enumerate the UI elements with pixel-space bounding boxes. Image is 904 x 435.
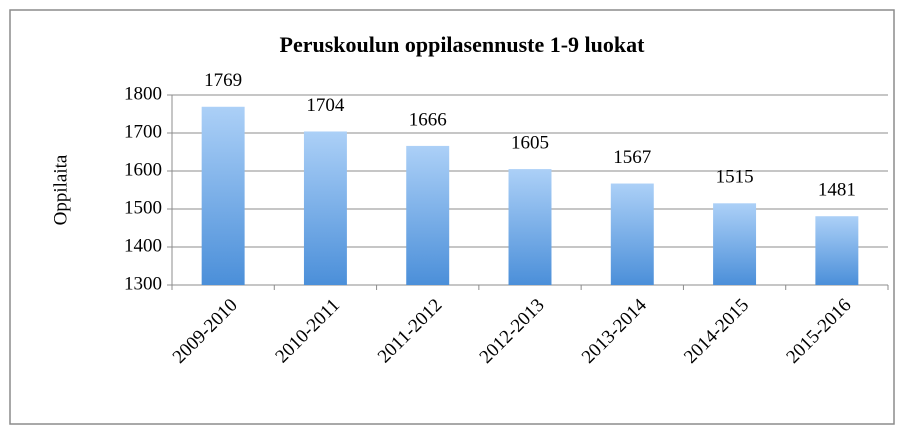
bar: [406, 145, 450, 285]
data-label: 1666: [409, 109, 447, 130]
bar: [713, 203, 757, 285]
y-axis-label: Oppilaita: [50, 154, 71, 225]
bar: [508, 169, 552, 285]
y-tick-label: 1700: [124, 121, 162, 142]
data-label: 1481: [818, 180, 856, 201]
y-tick-label: 1300: [124, 273, 162, 294]
bar: [610, 183, 654, 285]
chart-title: Peruskoulun oppilasennuste 1-9 luokat: [280, 32, 646, 57]
data-label: 1515: [716, 167, 754, 188]
bar: [815, 216, 859, 285]
data-label: 1769: [204, 70, 242, 91]
bar: [303, 131, 347, 285]
data-label: 1704: [306, 95, 345, 116]
bar: [201, 106, 245, 285]
y-tick-label: 1500: [124, 197, 162, 218]
data-label: 1605: [511, 132, 549, 153]
y-tick-label: 1800: [124, 83, 162, 104]
data-label: 1567: [613, 147, 651, 168]
y-tick-label: 1400: [124, 235, 162, 256]
y-tick-label: 1600: [124, 159, 162, 180]
